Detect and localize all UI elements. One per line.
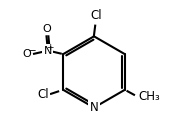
Text: CH₃: CH₃ — [138, 90, 160, 103]
Text: N: N — [90, 101, 98, 114]
Text: O: O — [42, 24, 51, 34]
Text: Cl: Cl — [91, 9, 102, 22]
Text: +: + — [47, 43, 54, 52]
Text: O: O — [22, 49, 31, 59]
Text: −: − — [28, 46, 37, 56]
Text: N: N — [43, 46, 52, 56]
Text: Cl: Cl — [37, 88, 49, 101]
